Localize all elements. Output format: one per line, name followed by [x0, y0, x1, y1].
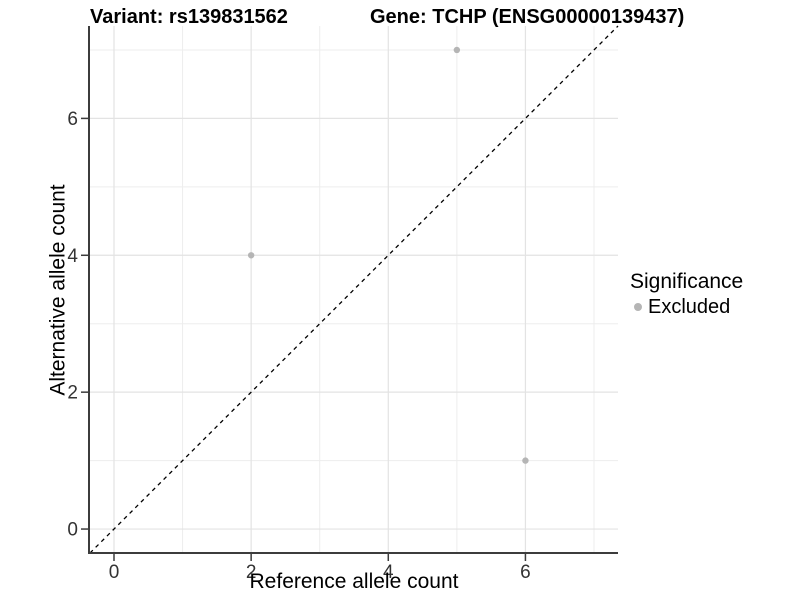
data-point [247, 252, 255, 259]
y-axis-title: Alternative allele count [44, 26, 74, 553]
legend-title: Significance [630, 270, 744, 293]
x-tick-label: 6 [520, 562, 531, 583]
y-axis-title-text: Alternative allele count [47, 183, 71, 396]
x-tick-label: 4 [383, 562, 394, 583]
y-tick-label: 6 [67, 109, 78, 130]
plot-title-variant: Variant: rs139831562 [90, 6, 288, 28]
x-tick-label: 0 [109, 562, 120, 583]
plot-title-gene: Gene: TCHP (ENSG00000139437) [370, 6, 685, 28]
y-tick-label: 2 [67, 383, 78, 404]
legend-item-excluded: Excluded [630, 295, 743, 319]
x-axis-title: Reference allele count [249, 570, 459, 593]
y-tick-label: 4 [67, 246, 78, 267]
legend-point-icon [634, 303, 642, 311]
data-point [522, 457, 529, 464]
identity-line [89, 25, 619, 554]
x-tick-label: 2 [246, 562, 257, 583]
legend-item-label: Excluded [648, 296, 731, 318]
legend: Significance Excluded [630, 269, 743, 319]
y-tick-label: 0 [67, 520, 78, 541]
data-point [453, 46, 461, 54]
